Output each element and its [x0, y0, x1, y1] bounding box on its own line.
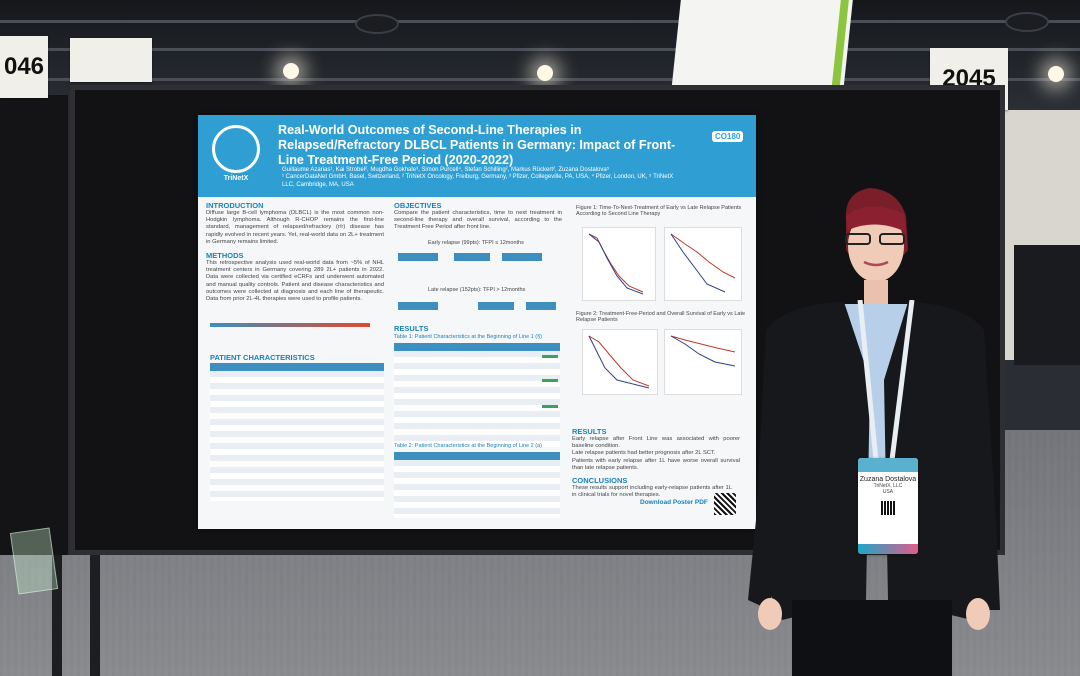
- patient-characteristics-table: [210, 363, 384, 501]
- km-curve-icon: [670, 233, 736, 293]
- section-methods: METHODS: [206, 251, 244, 260]
- figure2-chart-os: [664, 329, 742, 395]
- table-1: [394, 343, 560, 447]
- intro-text: Diffuse large B-cell lymphoma (DLBCL) is…: [206, 210, 384, 245]
- poster-code: CO180: [712, 131, 744, 142]
- figure2-chart-tfp2: [582, 329, 658, 395]
- section-patient-characteristics: PATIENT CHARACTERISTICS: [210, 353, 315, 362]
- download-poster-link[interactable]: Download Poster PDF: [640, 499, 708, 506]
- km-curve-icon: [588, 233, 644, 295]
- poster-header: TriNetX Real-World Outcomes of Second-Li…: [198, 115, 756, 197]
- booth-blank-card: [70, 38, 152, 82]
- poster-board-right: [1014, 245, 1080, 365]
- figure1-chart-no-sct: [582, 227, 656, 301]
- ceiling-light: [537, 65, 553, 81]
- qr-code-icon: [714, 493, 736, 515]
- timeline-second-line: [454, 253, 490, 261]
- timeline-first-line: [398, 253, 438, 261]
- section-conclusions: CONCLUSIONS: [572, 476, 628, 485]
- name-badge: Zuzana Dostalova TriNetX, LLC USA: [858, 458, 918, 554]
- section-objectives: OBJECTIVES: [394, 201, 442, 210]
- booth-number-left: 046: [0, 36, 48, 98]
- badge-org: TriNetX, LLC: [873, 483, 903, 489]
- km-curve-icon: [670, 335, 736, 367]
- ceiling-light: [283, 63, 299, 79]
- timeline-second-line: [478, 302, 514, 310]
- figure2-title: Figure 2: Treatment-Free-Period and Over…: [576, 311, 746, 323]
- logo-text: TriNetX: [223, 175, 249, 182]
- ceiling-vent: [355, 14, 399, 34]
- badge-name: Zuzana Dostalova: [859, 476, 917, 483]
- table1-title: Table 1: Patient Characteristics at the …: [394, 334, 542, 340]
- poster-board-left: [0, 95, 72, 555]
- timeline-first-line: [398, 302, 438, 310]
- figure1-title: Figure 1: Time-To-Next-Treatment of Earl…: [576, 205, 742, 217]
- research-poster: TriNetX Real-World Outcomes of Second-Li…: [198, 115, 756, 529]
- timeline-third-line: [502, 253, 542, 261]
- ceiling-truss: [0, 20, 1080, 23]
- ceiling-vent: [1005, 12, 1049, 32]
- methods-timeline: [210, 323, 370, 327]
- conclusion-text: These results support including early-re…: [572, 485, 732, 499]
- km-curve-icon: [588, 335, 650, 389]
- section-introduction: INTRODUCTION: [206, 201, 264, 210]
- badge-country: USA: [882, 489, 894, 495]
- board-leg: [90, 555, 100, 676]
- plastic-cup: [9, 527, 59, 595]
- ceiling-truss: [0, 48, 1080, 51]
- late-relapse-label: Late relapse (152pts): TFPI > 12months: [428, 287, 526, 293]
- figure1-chart-received-sct: [664, 227, 742, 301]
- early-relapse-label: Early relapse (99pts): TFPI ≤ 12months: [428, 240, 524, 246]
- section-results-2: RESULTS: [572, 427, 607, 436]
- table-2: [394, 452, 560, 518]
- objectives-text: Compare the patient characteristics, tim…: [394, 210, 562, 231]
- table2-title: Table 2: Patient Characteristics at the …: [394, 443, 542, 449]
- methods-text: This retrospective analysis used real-wo…: [206, 260, 384, 303]
- results-bullets: Early relapse after Front Line was assoc…: [572, 436, 740, 471]
- badge-qr-icon: [881, 501, 895, 515]
- lanyard: [857, 300, 915, 461]
- ceiling-light: [1048, 66, 1064, 82]
- trinetx-logo-icon: [212, 125, 260, 173]
- section-results: RESULTS: [394, 324, 429, 333]
- poster-title: Real-World Outcomes of Second-Line Thera…: [278, 123, 676, 167]
- timeline-third-line: [526, 302, 556, 310]
- poster-authors: Guillaume Azarias¹, Kai Strobel², Mugdha…: [282, 167, 674, 188]
- hanging-banner: [671, 0, 853, 92]
- board-leg: [52, 555, 62, 676]
